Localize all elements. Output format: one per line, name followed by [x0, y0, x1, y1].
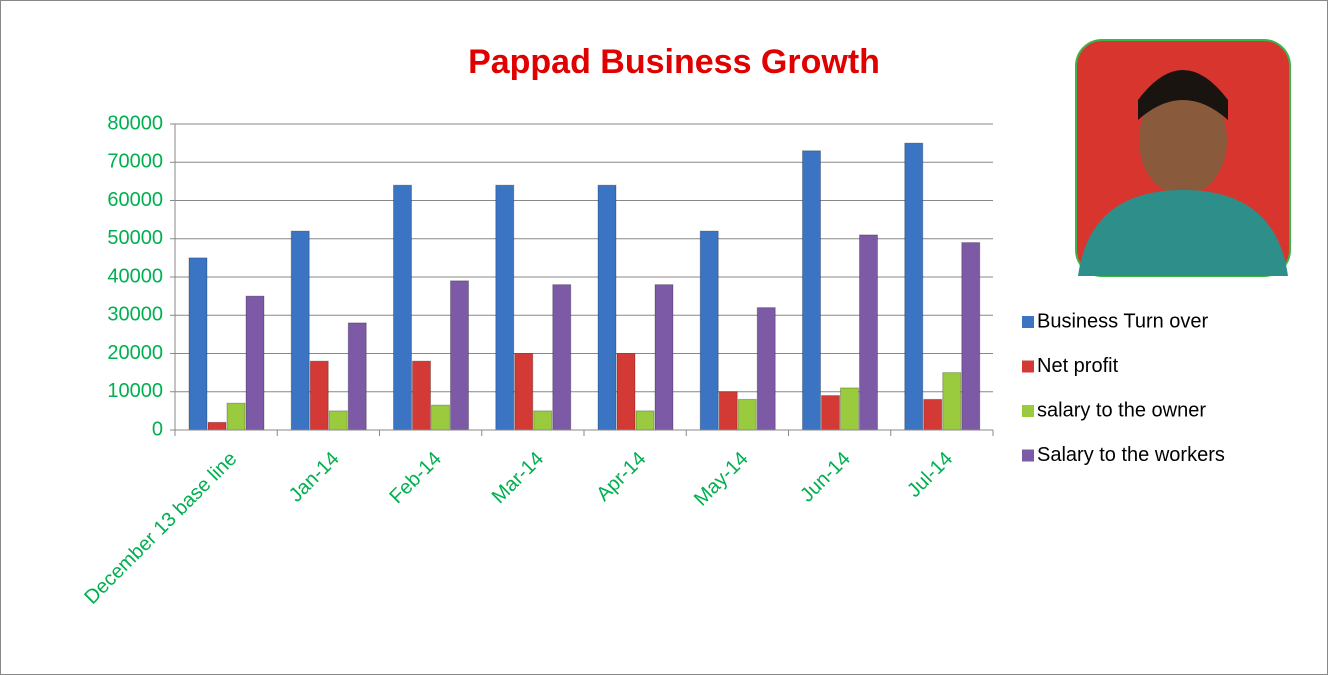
- bar: [553, 285, 571, 430]
- legend-label: Net profit: [1037, 355, 1119, 377]
- bar: [432, 405, 450, 430]
- legend-swatch: [1022, 450, 1034, 462]
- bar: [655, 285, 673, 430]
- bar: [803, 151, 821, 430]
- bar: [822, 396, 840, 430]
- y-tick-label: 20000: [107, 342, 163, 364]
- bar: [291, 231, 309, 430]
- bar: [860, 235, 878, 430]
- legend-swatch: [1022, 361, 1034, 373]
- bar: [413, 361, 431, 430]
- bar: [348, 323, 366, 430]
- y-tick-label: 40000: [107, 265, 163, 287]
- bar: [310, 361, 328, 430]
- bar: [943, 373, 961, 430]
- bar: [738, 399, 756, 430]
- bar: [451, 281, 469, 430]
- bar: [962, 243, 980, 430]
- bar: [189, 258, 207, 430]
- legend-swatch: [1022, 405, 1034, 417]
- legend-label: Salary to the workers: [1037, 444, 1225, 466]
- chart: Pappad Business Growth 0 10000 20000 30000 4…: [0, 0, 1328, 675]
- bar: [246, 296, 264, 430]
- bar: [496, 185, 514, 430]
- legend-label: salary to the owner: [1037, 399, 1206, 421]
- y-tick-label: 80000: [107, 112, 163, 134]
- legend-swatch: [1022, 316, 1034, 328]
- photo: [1076, 40, 1290, 276]
- bar: [905, 143, 923, 430]
- bar: [617, 354, 635, 431]
- bar: [757, 308, 775, 430]
- bar: [598, 185, 616, 430]
- y-tick-label: 50000: [107, 227, 163, 249]
- y-tick-label: 70000: [107, 151, 163, 173]
- y-tick-label: 10000: [107, 380, 163, 402]
- bar: [515, 354, 533, 431]
- bar: [329, 411, 347, 430]
- bar: [636, 411, 654, 430]
- bar: [534, 411, 552, 430]
- y-tick-label: 0: [152, 418, 163, 440]
- bar: [841, 388, 859, 430]
- chart-title: Pappad Business Growth: [468, 43, 880, 81]
- bar: [700, 231, 718, 430]
- bar: [394, 185, 412, 430]
- legend-label: Business Turn over: [1037, 310, 1209, 332]
- bar: [208, 422, 226, 430]
- bar: [227, 403, 245, 430]
- bar: [719, 392, 737, 430]
- y-tick-label: 60000: [107, 189, 163, 211]
- y-tick-label: 30000: [107, 304, 163, 326]
- bar: [924, 399, 942, 430]
